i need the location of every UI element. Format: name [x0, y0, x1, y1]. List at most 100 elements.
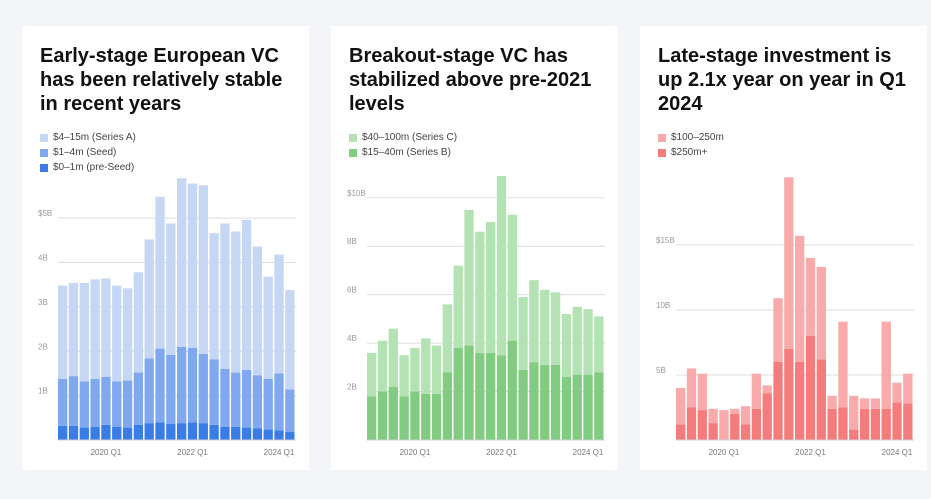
bar-segment [594, 372, 604, 440]
y-tick-label: 3B [38, 298, 48, 307]
bar-segment [795, 235, 805, 362]
bar-segment [805, 335, 816, 440]
bar-segment [784, 348, 794, 440]
bar-segment [816, 359, 826, 440]
chart-panel-late-stage: Late-stage investment is up 2.1x year on… [640, 26, 927, 470]
bar-segment [540, 289, 550, 365]
bar-segment [486, 222, 496, 353]
chart-title: Breakout-stage VC has stabilized above p… [349, 45, 592, 115]
bar-segment [708, 423, 718, 440]
bar-segment [676, 424, 686, 440]
bar-segment [773, 361, 783, 440]
bar-segment [431, 393, 442, 440]
bar-segment [507, 214, 517, 341]
bar-segment [870, 398, 881, 409]
y-tick-label: $5B [38, 209, 52, 218]
bar-segment [377, 391, 388, 440]
stacked-bar-chart-breakout-stage: 2B 4B 6B 8B $10B 2020 Q1 2022 Q1 2024 Q1 [347, 176, 605, 457]
bar-segment [697, 373, 707, 411]
legend-item-pre-seed: $0–1m (pre-Seed) [40, 160, 136, 175]
bar-segment [453, 347, 463, 440]
x-tick-label: 2024 Q1 [573, 448, 604, 457]
bar-segment [903, 373, 913, 404]
x-tick-label: 2022 Q1 [177, 448, 208, 457]
bar-segment [849, 395, 859, 430]
bar-segment [529, 362, 539, 440]
bar-segment [241, 427, 252, 440]
y-tick-label: 10B [656, 301, 670, 310]
x-tick-label: 2020 Q1 [400, 448, 431, 457]
bar-segment [68, 282, 79, 377]
bar-segment [166, 424, 176, 440]
bar-segment [730, 413, 740, 440]
bar-segment [177, 423, 187, 440]
bar-segment [101, 376, 111, 425]
bar-segment [252, 375, 263, 429]
bar-segment [431, 345, 442, 394]
bar-segment [79, 381, 89, 428]
bar-segment [453, 265, 463, 348]
bar-segment [231, 231, 241, 373]
legend-swatch [658, 133, 666, 142]
bar-segment [122, 427, 133, 440]
legend-label: $0–1m (pre-Seed) [53, 162, 135, 173]
bar-segment [209, 233, 219, 360]
bar-segment [285, 290, 295, 390]
bar-segment [442, 372, 453, 440]
bar-segment [133, 424, 144, 440]
bar-segment [198, 353, 208, 424]
bar-segment [561, 314, 572, 378]
bar-segment [730, 408, 740, 414]
bar-segment [464, 209, 474, 346]
bar-segment [231, 426, 241, 440]
bar-segment [550, 292, 561, 365]
y-tick-label: 5B [656, 366, 666, 375]
bar-segment [101, 424, 111, 440]
bar-segment [90, 279, 100, 379]
bar-segment [518, 369, 528, 440]
y-tick-label: 2B [38, 342, 48, 351]
chart-title: Late-stage investment is up 2.1x year on… [658, 45, 906, 115]
bar-segment [421, 338, 431, 394]
bar-segment [881, 408, 891, 440]
bar-segment [388, 386, 398, 440]
y-tick-label: 4B [347, 334, 357, 343]
bar-segment [529, 280, 539, 363]
bar-segment [773, 298, 783, 362]
y-tick-label: 6B [347, 286, 357, 295]
bar-segment [892, 382, 902, 403]
bar-segment [220, 426, 230, 440]
bar-segment [518, 297, 528, 370]
bar-segment [583, 309, 593, 375]
bar-segment [187, 347, 198, 423]
legend-label: $1–4m (Seed) [53, 147, 117, 158]
bar-segment [58, 285, 68, 379]
bar-segment [58, 378, 68, 426]
bar-segment [274, 430, 284, 440]
bar-segment [496, 355, 507, 440]
bar-segment [252, 246, 263, 376]
bar-segment [816, 267, 826, 360]
bar-segment [241, 219, 252, 370]
bar-segment [166, 223, 176, 355]
legend-label: $4–15m (Series A) [53, 132, 136, 143]
bar-segment [209, 424, 219, 440]
legend-swatch [349, 148, 357, 157]
y-tick-label: 8B [347, 237, 357, 246]
chart-panel-breakout-stage: Breakout-stage VC has stabilized above p… [331, 26, 618, 470]
bar-segment [475, 231, 485, 353]
bar-segment [68, 376, 79, 426]
bar-segment [838, 321, 848, 408]
bar-segment [58, 425, 68, 440]
bar-segment [388, 328, 398, 387]
legend-item-250m-plus: $250m+ [658, 145, 724, 160]
bar-segment [881, 321, 891, 409]
chart-panel-early-stage: Early-stage European VC has been relativ… [22, 26, 309, 470]
legend-label: $40–100m (Series C) [362, 132, 458, 143]
bar-segment [762, 393, 772, 440]
chart-legend: $4–15m (Series A) $1–4m (Seed) $0–1m (pr… [40, 130, 136, 175]
bar-segment [112, 381, 122, 427]
bar-segment [367, 352, 377, 397]
x-tick-label: 2020 Q1 [91, 448, 122, 457]
bar-segment [784, 177, 794, 349]
